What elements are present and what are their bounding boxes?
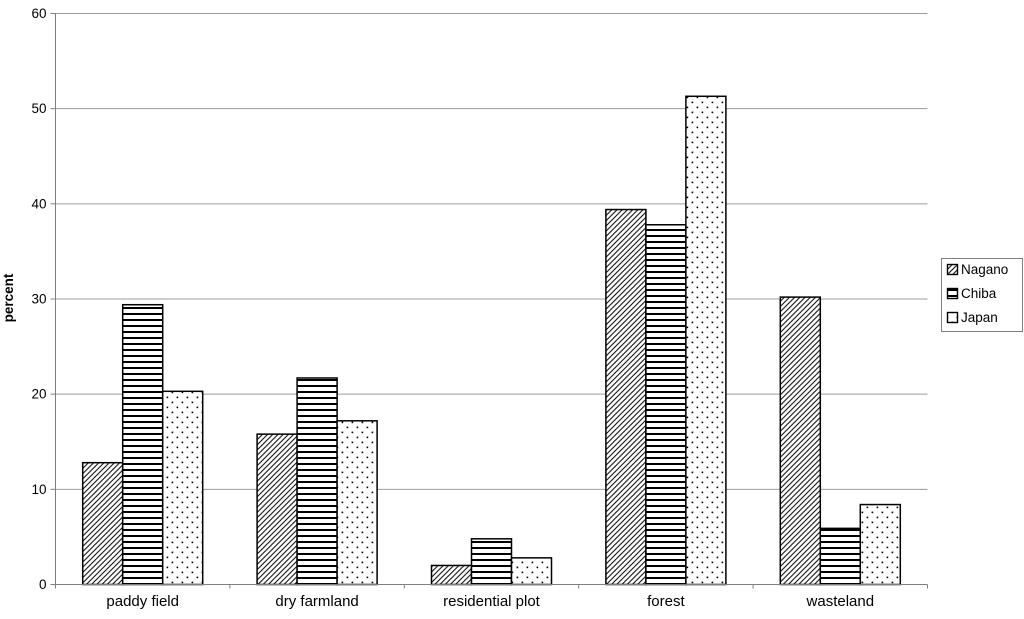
legend-swatch-dots <box>946 311 959 324</box>
y-axis-title: percent <box>1 273 16 322</box>
legend-item-japan: Japan <box>946 310 998 325</box>
legend: Nagano Chiba Japan <box>941 258 1023 332</box>
x-category-label-dry-farmland: dry farmland <box>275 593 358 610</box>
bar-chiba-residential-plot <box>470 538 513 586</box>
bar-japan-residential-plot <box>510 557 553 586</box>
legend-item-chiba: Chiba <box>946 286 997 301</box>
y-tick-label-10: 10 <box>31 482 46 497</box>
bar-nagano-residential-plot <box>430 564 473 586</box>
bar-japan-dry-farmland <box>336 420 378 586</box>
bar-japan-paddy-field <box>161 390 204 586</box>
legend-swatch-diagonal-hatch <box>946 263 959 276</box>
y-axis-tick-labels: 0 10 20 30 40 50 60 <box>31 6 46 592</box>
bar-chiba-wasteland <box>819 527 862 586</box>
bar-nagano-dry-farmland <box>256 433 298 586</box>
x-category-label-wasteland: wasteland <box>806 593 875 610</box>
legend-label-chiba: Chiba <box>961 286 997 301</box>
bar-nagano-forest <box>605 208 647 586</box>
legend-label-nagano: Nagano <box>961 262 1008 277</box>
y-tick-label-20: 20 <box>31 387 46 402</box>
x-category-label-paddy-field: paddy field <box>106 593 179 610</box>
bar-japan-wasteland <box>859 503 902 586</box>
x-category-label-residential-plot: residential plot <box>443 593 541 610</box>
legend-item-nagano: Nagano <box>946 262 1008 277</box>
y-tick-label-50: 50 <box>31 101 46 116</box>
bar-chiba-forest <box>645 224 687 586</box>
bars <box>81 95 902 586</box>
y-tick-label-60: 60 <box>31 6 46 21</box>
legend-label-japan: Japan <box>961 310 998 325</box>
bar-japan-forest <box>685 95 727 586</box>
bar-chiba-dry-farmland <box>296 377 338 586</box>
y-tick-label-30: 30 <box>31 292 46 307</box>
bar-chiba-paddy-field <box>121 303 164 586</box>
y-tick-label-40: 40 <box>31 196 46 211</box>
bar-nagano-wasteland <box>779 296 822 586</box>
y-tick-label-0: 0 <box>39 577 47 592</box>
x-category-label-forest: forest <box>647 593 685 610</box>
axes <box>50 13 928 589</box>
legend-swatch-horizontal-lines <box>946 287 959 300</box>
x-axis-category-labels: paddy field dry farmland residential plot f… <box>106 593 874 610</box>
bar-nagano-paddy-field <box>81 461 124 586</box>
